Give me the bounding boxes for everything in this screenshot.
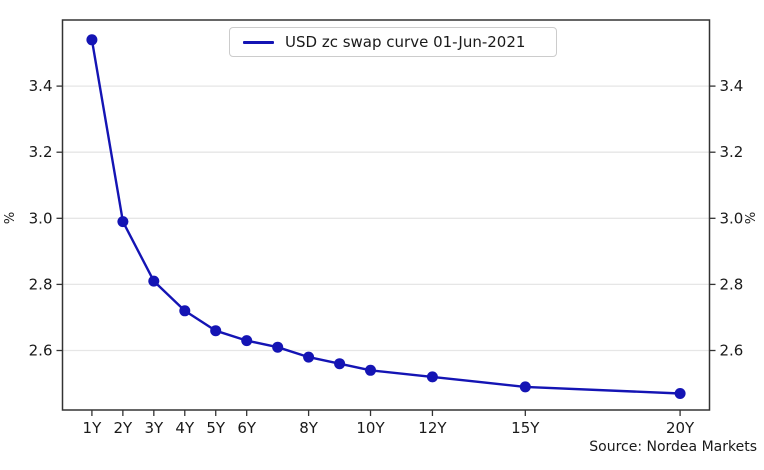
y-tick-label-right: 3.0 [720, 209, 744, 227]
swap-curve-line [90, 38, 682, 395]
source-note: Source: Nordea Markets [589, 439, 757, 455]
x-tick-label: 3Y [144, 419, 164, 437]
y-tick-label-left: 2.8 [29, 275, 53, 293]
data-point-9y [334, 358, 346, 370]
data-point-1y [86, 34, 98, 46]
data-point-4y [179, 305, 191, 317]
y-tick-label-left: 3.4 [29, 77, 53, 95]
y-axis-label-right: % [744, 212, 759, 224]
x-tick-label: 6Y [237, 419, 257, 437]
x-tick-label: 2Y [114, 419, 134, 437]
x-tick-label: 15Y [511, 419, 540, 437]
x-tick-label: 8Y [299, 419, 319, 437]
y-axis-label-left: % [3, 212, 18, 224]
x-tick-label: 1Y [83, 419, 103, 437]
legend-label: USD zc swap curve 01-Jun-2021 [285, 33, 526, 51]
data-point-7y [272, 341, 284, 353]
data-point-5y [210, 325, 222, 337]
y-tick-label-left: 3.2 [29, 143, 53, 161]
x-tick-label: 20Y [666, 419, 695, 437]
axes-frame [61, 19, 711, 411]
data-point-10y [365, 364, 376, 376]
data-point-2y [117, 216, 129, 228]
data-point-20y [674, 388, 686, 399]
y-tick-label-left: 3.0 [29, 209, 53, 227]
y-tick-label-right: 3.2 [720, 143, 744, 161]
x-tick-label: 10Y [356, 419, 385, 437]
x-tick-label: 12Y [418, 419, 447, 437]
y-tick-label-right: 3.4 [720, 77, 744, 95]
data-point-8y [303, 351, 315, 363]
x-tick-label: 5Y [206, 419, 226, 437]
data-point-12y [426, 371, 438, 383]
x-tick-label: 4Y [175, 419, 195, 437]
data-point-6y [241, 335, 253, 347]
legend-line-sample [243, 40, 274, 44]
y-tick-label-right: 2.6 [720, 342, 744, 360]
data-point-15y [519, 381, 531, 393]
legend-box: USD zc swap curve 01-Jun-2021 [229, 27, 557, 57]
y-tick-label-left: 2.6 [29, 342, 53, 360]
y-tick-label-right: 2.8 [720, 275, 744, 293]
data-point-3y [148, 275, 160, 287]
